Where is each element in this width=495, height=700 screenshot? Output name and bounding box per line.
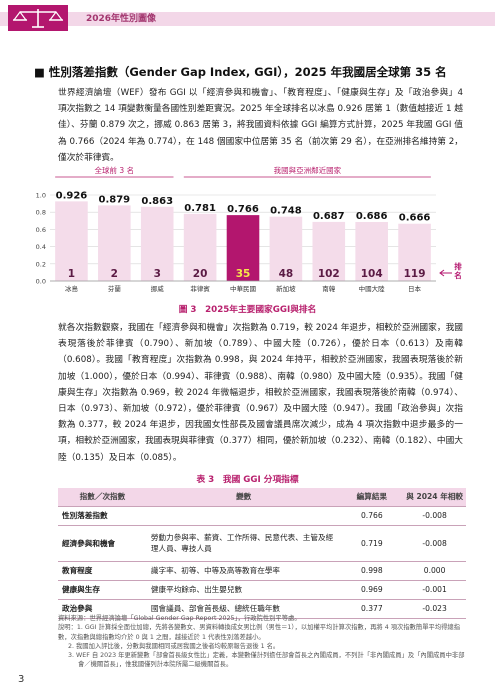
table-row: 性別落差指數 0.766 -0.008 bbox=[58, 506, 466, 526]
bar bbox=[98, 205, 131, 281]
x-tick-label: 日本 bbox=[408, 284, 422, 293]
row-change: 0.000 bbox=[403, 561, 466, 581]
row-variables: 健康平均餘命、出生嬰兒數 bbox=[146, 580, 341, 600]
row-variables: 勞動力參與率、薪資、工作所得、民意代表、主管及經理人員、專技人員 bbox=[146, 525, 341, 562]
rank-label: 20 bbox=[193, 268, 208, 280]
rank-legend-label-top: 排 bbox=[454, 261, 462, 271]
bar-value-label: 0.686 bbox=[356, 211, 388, 222]
x-tick-label: 中華民國 bbox=[230, 284, 256, 293]
bar bbox=[55, 201, 88, 281]
row-result: 0.719 bbox=[340, 525, 404, 562]
table-header-row: 指數／次指數 變數 編算結果 與 2024 年相較 bbox=[58, 488, 466, 507]
row-change: -0.001 bbox=[403, 580, 466, 600]
y-tick-label: 0.8 bbox=[36, 209, 46, 217]
rank-label: 48 bbox=[279, 268, 294, 280]
bar bbox=[355, 222, 388, 281]
rank-label: 1 bbox=[68, 268, 75, 280]
rank-legend-label-bottom: 名 bbox=[454, 270, 462, 280]
note-3: 3. WEF 自 2023 年更新變數「部會首長級女性比」定義，本變數僅計列擔任… bbox=[68, 652, 465, 669]
note-2: 2. 我國加入評比後，分數與我國相同或居我國之後者均較原報告退後 1 名。 bbox=[68, 642, 280, 650]
row-category: 健康與生存 bbox=[58, 580, 147, 600]
rank-label: 102 bbox=[318, 268, 340, 280]
rank-label: 3 bbox=[154, 268, 161, 280]
bar bbox=[312, 221, 346, 281]
row-category: 教育程度 bbox=[58, 561, 147, 581]
row-change: -0.008 bbox=[403, 525, 466, 562]
chart-caption: 圖 3 2025年主要國家GGI與排名 bbox=[178, 305, 317, 315]
table-caption: 表 3 我國 GGI 分項指標 bbox=[196, 475, 299, 485]
row-change: -0.023 bbox=[403, 599, 466, 619]
rank-label: 35 bbox=[236, 268, 251, 280]
bar-value-label: 0.879 bbox=[99, 194, 131, 205]
y-tick-label: 1.0 bbox=[36, 192, 46, 200]
rank-label: 2 bbox=[111, 268, 118, 280]
page-header: 2026年性別圖像 bbox=[0, 0, 495, 36]
col-header-change: 與 2024 年相較 bbox=[403, 488, 466, 507]
x-tick-label: 挪威 bbox=[151, 284, 165, 293]
x-tick-label: 中國大陸 bbox=[359, 284, 386, 293]
row-category: 性別落差指數 bbox=[58, 506, 147, 526]
paragraph-overview: 世界經濟論壇（WEF）發布 GGI 以「經濟參與和機會」、「教育程度」、「健康與… bbox=[58, 88, 463, 163]
x-tick-label: 菲律賓 bbox=[190, 284, 210, 293]
col-header-result: 編算結果 bbox=[340, 488, 404, 507]
y-tick-label: 0.6 bbox=[36, 226, 46, 234]
rank-arrow-icon bbox=[439, 269, 452, 277]
rank-label: 104 bbox=[361, 268, 383, 280]
row-variables: 識字率、初等、中等及高等教育在學率 bbox=[146, 561, 341, 581]
note-source: 資料來源：世界經濟論壇「Global Gender Gap Report 202… bbox=[58, 615, 301, 622]
bar bbox=[140, 206, 174, 281]
bar-value-label: 0.863 bbox=[141, 196, 173, 207]
group-label-top3: 全球前 3 名 bbox=[95, 165, 135, 175]
row-result: 0.998 bbox=[340, 561, 404, 581]
bar-value-label: 0.766 bbox=[227, 204, 259, 215]
bar-value-label: 0.748 bbox=[270, 206, 302, 217]
bar-value-label: 0.781 bbox=[184, 203, 216, 214]
gender-scale-logo-icon bbox=[8, 5, 68, 31]
y-tick-label: 0.0 bbox=[36, 278, 46, 286]
bar bbox=[269, 216, 303, 281]
note-1: 說明：1. GGI 計算採全面位加總，先將各變數女、男資料轉換成女男比例（男性＝… bbox=[58, 624, 461, 641]
table-row: 經濟參與和機會 勞動力參與率、薪資、工作所得、民意代表、主管及經理人員、專技人員… bbox=[58, 525, 466, 562]
group-label-asia: 我國與亞洲鄰近國家 bbox=[274, 165, 342, 175]
header-bar bbox=[0, 12, 495, 26]
page-number: 3 bbox=[18, 674, 25, 685]
rank-label: 119 bbox=[404, 268, 426, 280]
col-header-variables: 變數 bbox=[146, 488, 341, 507]
table-notes: 資料來源：世界經濟論壇「Global Gender Gap Report 202… bbox=[58, 614, 468, 670]
bar-value-label: 0.666 bbox=[399, 213, 431, 224]
row-result: 0.377 bbox=[340, 599, 404, 619]
x-tick-label: 冰島 bbox=[65, 284, 79, 293]
ggi-table: 指數／次指數 變數 編算結果 與 2024 年相較 性別落差指數 0.766 -… bbox=[58, 488, 466, 619]
row-category: 經濟參與和機會 bbox=[58, 525, 147, 562]
section-title: ■ 性別落差指數（Gender Gap Index, GGI），2025 年我國… bbox=[34, 65, 447, 79]
table-row: 健康與生存 健康平均餘命、出生嬰兒數 0.969 -0.001 bbox=[58, 580, 466, 600]
y-tick-label: 0.4 bbox=[36, 243, 46, 251]
row-variables: 國會議員、部會首長級、總統任職年數 bbox=[146, 599, 341, 619]
x-tick-label: 芬蘭 bbox=[108, 284, 122, 293]
bar-value-label: 0.926 bbox=[56, 190, 88, 201]
row-result: 0.766 bbox=[340, 506, 404, 526]
row-variables bbox=[146, 506, 341, 526]
header-title: 2026年性別圖像 bbox=[86, 14, 157, 24]
table-row: 教育程度 識字率、初等、中等及高等教育在學率 0.998 0.000 bbox=[58, 561, 466, 581]
table-row: 政治參與 國會議員、部會首長級、總統任職年數 0.377 -0.023 bbox=[58, 599, 466, 619]
bar bbox=[183, 213, 217, 281]
bar-value-label: 0.687 bbox=[313, 211, 345, 222]
row-category: 政治參與 bbox=[58, 599, 147, 619]
col-header-index: 指數／次指數 bbox=[58, 488, 147, 507]
row-result: 0.969 bbox=[340, 580, 404, 600]
bar bbox=[226, 215, 260, 281]
bar bbox=[398, 223, 431, 281]
y-tick-label: 0.2 bbox=[36, 260, 46, 268]
row-change: -0.008 bbox=[403, 506, 466, 526]
ggi-bar-chart: 0.0 0.2 0.4 0.6 0.8 1.0 0.926 1 冰島 0.879 2 芬蘭 0.863 3… bbox=[36, 165, 463, 293]
x-tick-label: 南韓 bbox=[322, 284, 336, 293]
x-tick-label: 新加坡 bbox=[276, 284, 296, 293]
paragraph-subindex: 就各次指數觀察，我國在「經濟參與和機會」次指數為 0.719，較 2024 年退… bbox=[58, 323, 463, 463]
